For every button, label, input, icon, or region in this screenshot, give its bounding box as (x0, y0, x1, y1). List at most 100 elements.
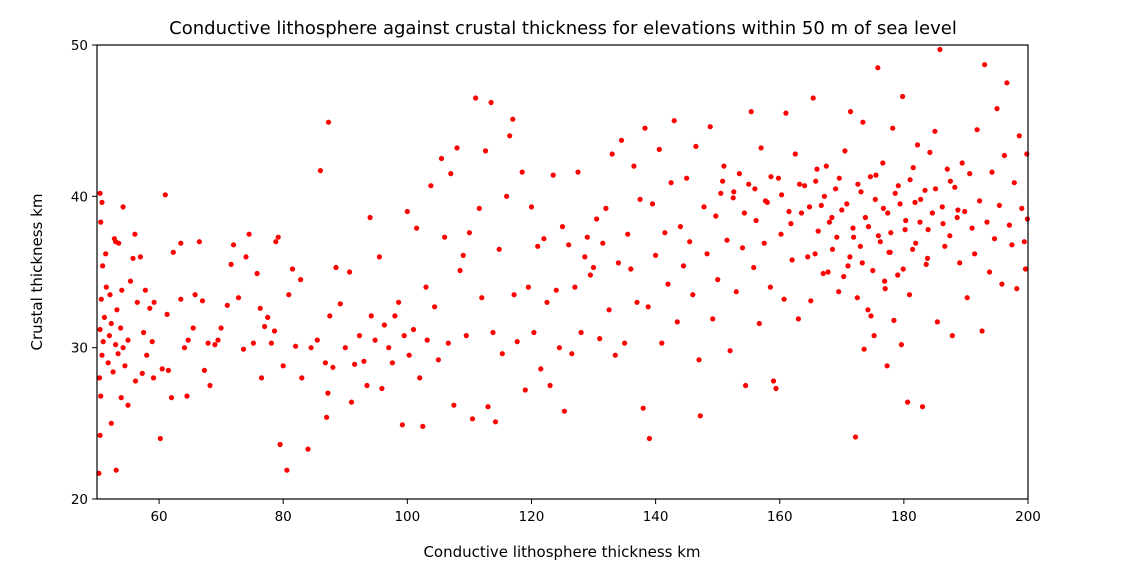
data-point (813, 178, 819, 184)
data-point (125, 402, 131, 408)
data-point (348, 399, 355, 405)
data-point (767, 284, 774, 290)
data-point (713, 213, 719, 219)
data-point (880, 205, 887, 211)
data-point (852, 434, 859, 440)
data-point (783, 110, 789, 116)
data-point (96, 375, 103, 381)
data-point (618, 137, 625, 143)
data-point (113, 342, 119, 348)
data-point (606, 307, 612, 313)
data-point (821, 193, 828, 199)
data-point (910, 165, 916, 171)
data-point (184, 393, 190, 399)
data-point (106, 333, 112, 339)
data-point (201, 367, 207, 373)
data-point (720, 178, 726, 184)
data-point (812, 251, 818, 257)
data-point (243, 254, 249, 260)
data-point (113, 239, 119, 245)
data-point (668, 180, 674, 186)
data-point (917, 219, 923, 225)
data-point (895, 183, 901, 189)
data-point (569, 351, 575, 357)
data-point (107, 292, 113, 298)
data-point (386, 345, 392, 351)
y-tick-label: 20 (71, 492, 88, 508)
data-point (959, 160, 965, 166)
data-point (929, 210, 936, 216)
data-point (622, 340, 628, 346)
x-tick-label: 120 (519, 509, 545, 525)
data-point (181, 345, 188, 351)
data-point (538, 366, 544, 372)
data-point (544, 299, 550, 305)
data-point (451, 402, 457, 408)
data-point (127, 278, 134, 284)
data-point (162, 192, 168, 198)
y-tick-label: 50 (71, 38, 88, 54)
data-point (99, 352, 105, 358)
data-point (98, 393, 104, 399)
data-point (900, 93, 906, 100)
data-point (488, 99, 494, 106)
data-point (888, 230, 894, 236)
data-point (860, 119, 866, 125)
data-point (892, 190, 898, 196)
data-point (962, 208, 968, 215)
data-point (779, 192, 785, 198)
data-point (775, 175, 782, 181)
data-point (376, 254, 382, 260)
data-point (435, 357, 441, 363)
data-point (423, 284, 429, 290)
data-point (454, 145, 460, 151)
data-point (986, 269, 993, 275)
data-point (870, 267, 876, 274)
data-point (697, 413, 703, 419)
data-point (519, 169, 525, 175)
data-point (410, 326, 417, 333)
data-point (818, 202, 824, 208)
data-point (110, 369, 116, 375)
data-point (900, 266, 906, 272)
data-point (653, 252, 659, 258)
data-point (847, 254, 853, 260)
data-point (600, 240, 606, 246)
y-tick-label: 30 (71, 341, 88, 357)
data-point (132, 378, 139, 384)
data-point (612, 352, 618, 358)
data-point (566, 242, 572, 248)
data-point (805, 254, 811, 260)
data-point (656, 146, 662, 152)
data-point (347, 269, 353, 275)
data-point (499, 351, 505, 357)
data-point (844, 201, 850, 207)
data-point (885, 210, 891, 216)
data-point (1024, 151, 1030, 157)
data-point (392, 313, 398, 319)
data-point (912, 199, 918, 205)
data-point (855, 181, 861, 187)
data-point (634, 299, 640, 305)
data-point (268, 340, 274, 346)
data-point (871, 333, 877, 339)
data-point (190, 325, 196, 331)
data-point (531, 329, 537, 336)
data-point (736, 171, 743, 177)
data-point (205, 340, 211, 346)
data-point (940, 221, 946, 227)
data-point (165, 367, 171, 373)
data-point (999, 281, 1005, 287)
data-point (919, 404, 926, 410)
data-point (293, 343, 299, 349)
data-point (640, 405, 646, 411)
x-tick-label: 180 (891, 509, 917, 525)
data-point (356, 333, 363, 339)
data-point (207, 382, 213, 389)
data-point (199, 298, 206, 304)
data-point (101, 314, 107, 320)
data-point (991, 236, 998, 242)
data-point (364, 382, 370, 389)
data-point (578, 329, 584, 336)
